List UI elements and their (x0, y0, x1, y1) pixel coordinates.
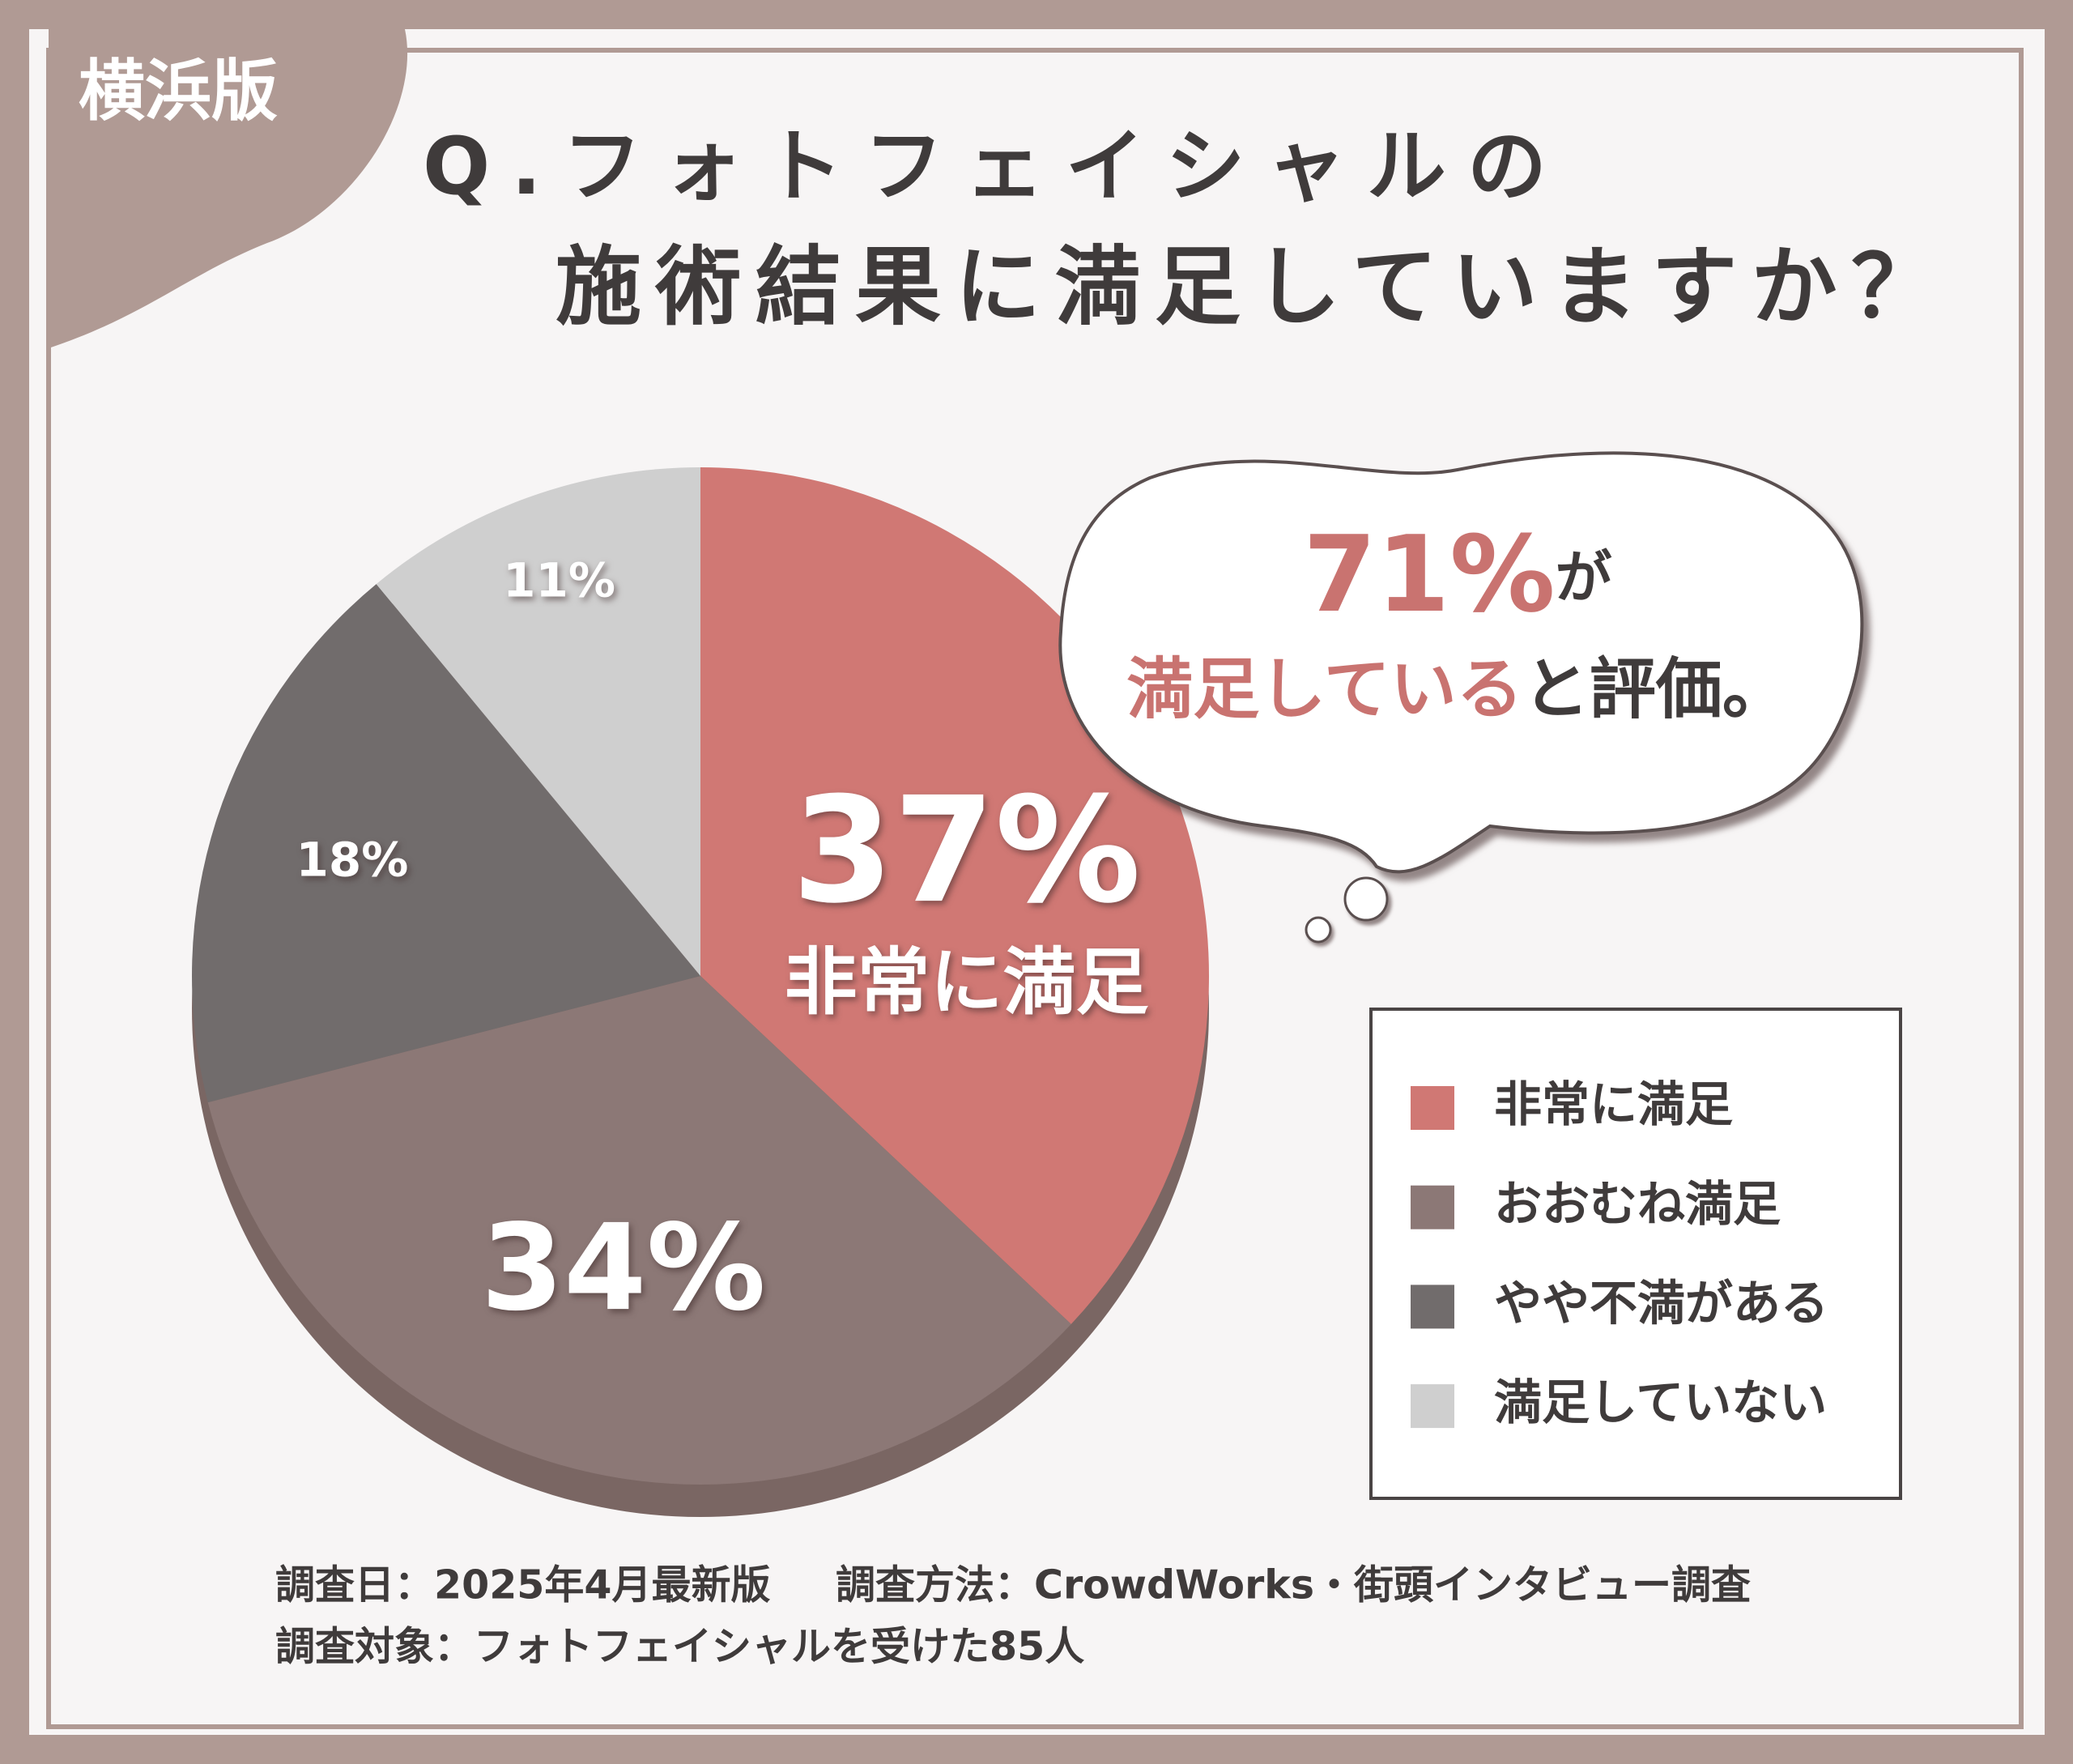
note: 調査方法：CrowdWorks・街頭インタビュー調査 (836, 1562, 1751, 1608)
slice-label: 37% (792, 766, 1141, 935)
legend-swatch (1411, 1285, 1454, 1329)
slice-label: 34% (481, 1199, 766, 1337)
slice-category: 非常に満足 (785, 940, 1149, 1025)
slice-label: 18% (296, 832, 409, 887)
callout-part: 満足している (1126, 651, 1523, 728)
badge: 横浜版 (79, 53, 278, 130)
badge-shape (29, 29, 408, 348)
legend-swatch (1411, 1384, 1454, 1429)
pie-slice (207, 976, 1071, 1485)
slice-label: 11% (503, 553, 615, 608)
legend-swatch (1411, 1185, 1454, 1229)
note: 調査対象：フォトフェイシャルを受けた85人 (275, 1624, 1084, 1670)
callout-bubble (1058, 451, 1864, 874)
legend-label: おおむね満足 (1494, 1176, 1781, 1232)
callout-part: が (1556, 544, 1612, 611)
note: 調査日：2025年4月最新版 (275, 1562, 770, 1608)
legend-label: 非常に満足 (1494, 1076, 1733, 1132)
title-line: Q.フォトフェイシャルの (423, 121, 1547, 213)
pie: 37%非常に満足 34% 18% 11% (191, 467, 1210, 1517)
callout-part: と評価。 (1523, 651, 1789, 728)
legend (1369, 1008, 1902, 1500)
bubble-dot (1343, 876, 1389, 922)
callout-part: 71% (1303, 513, 1555, 636)
inner-border (46, 48, 2024, 1729)
legend-label: 満足していない (1494, 1374, 1827, 1430)
callout-line: 71%が (1303, 513, 1611, 636)
legend-swatch (1411, 1086, 1454, 1130)
bubble-dot (1305, 916, 1332, 944)
pie-slice (376, 467, 700, 976)
legend-label: やや不満がある (1494, 1276, 1828, 1332)
callout-line: 満足していると評価。 (1126, 651, 1789, 728)
pie-slice (191, 584, 700, 1103)
